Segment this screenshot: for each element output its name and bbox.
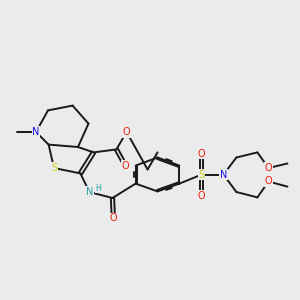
Text: O: O xyxy=(198,148,206,159)
Text: O: O xyxy=(123,127,130,137)
Text: S: S xyxy=(51,163,57,173)
Text: O: O xyxy=(122,160,129,171)
Text: S: S xyxy=(199,169,205,180)
Text: N: N xyxy=(220,169,227,180)
Text: O: O xyxy=(265,163,272,173)
Text: O: O xyxy=(265,176,272,187)
Text: O: O xyxy=(198,190,206,201)
Text: O: O xyxy=(110,213,117,224)
Text: N: N xyxy=(32,127,40,137)
Text: H: H xyxy=(95,184,101,193)
Text: N: N xyxy=(86,187,93,197)
